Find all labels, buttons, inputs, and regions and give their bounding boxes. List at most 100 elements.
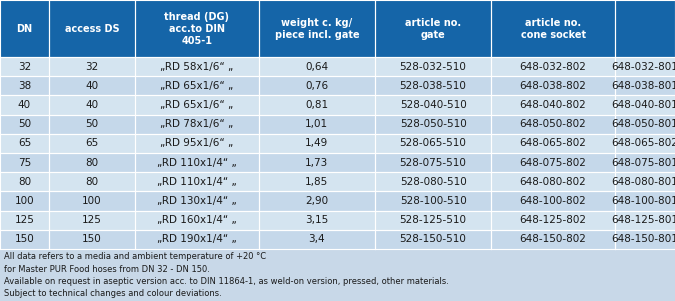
Text: article no.
gate: article no. gate <box>405 17 461 39</box>
Text: 125: 125 <box>14 215 34 225</box>
Bar <box>491 0 615 57</box>
Bar <box>0 172 49 191</box>
Bar <box>259 211 375 230</box>
Bar <box>615 230 675 249</box>
Text: „RD 58x1/6“ „: „RD 58x1/6“ „ <box>160 62 234 72</box>
Bar <box>615 57 675 76</box>
Text: 648-038-802: 648-038-802 <box>520 81 587 91</box>
Bar <box>491 57 615 76</box>
Text: 648-125-801: 648-125-801 <box>612 215 675 225</box>
Text: 648-075-801: 648-075-801 <box>612 158 675 168</box>
Text: 1,01: 1,01 <box>305 119 329 129</box>
Bar <box>0 115 49 134</box>
Bar <box>615 0 675 57</box>
Bar <box>135 211 259 230</box>
Bar <box>491 153 615 172</box>
Bar <box>0 76 49 95</box>
Text: 648-125-802: 648-125-802 <box>520 215 587 225</box>
Text: 528-032-510: 528-032-510 <box>400 62 466 72</box>
Text: 648-150-801: 648-150-801 <box>612 234 675 244</box>
Bar <box>375 57 491 76</box>
Bar <box>259 134 375 153</box>
Bar <box>491 134 615 153</box>
Text: access DS: access DS <box>65 23 119 33</box>
Text: 40: 40 <box>85 81 99 91</box>
Text: 528-100-510: 528-100-510 <box>400 196 466 206</box>
Bar <box>615 95 675 115</box>
Bar <box>491 211 615 230</box>
Bar <box>615 172 675 191</box>
Text: 528-038-510: 528-038-510 <box>400 81 466 91</box>
Text: 80: 80 <box>18 177 31 187</box>
Bar <box>0 0 49 57</box>
Bar <box>615 153 675 172</box>
Bar <box>0 230 49 249</box>
Text: 65: 65 <box>18 138 31 148</box>
Text: article no.
cone socket: article no. cone socket <box>520 17 586 39</box>
Bar <box>49 134 135 153</box>
Bar <box>375 172 491 191</box>
Bar <box>135 134 259 153</box>
Text: 3,15: 3,15 <box>305 215 329 225</box>
Text: 528-125-510: 528-125-510 <box>400 215 466 225</box>
Text: 648-080-801: 648-080-801 <box>612 177 675 187</box>
Bar <box>491 191 615 211</box>
Text: 648-080-802: 648-080-802 <box>520 177 587 187</box>
Bar <box>375 153 491 172</box>
Text: 50: 50 <box>18 119 31 129</box>
Text: 528-075-510: 528-075-510 <box>400 158 466 168</box>
Bar <box>375 95 491 115</box>
Text: „RD 110x1/4“ „: „RD 110x1/4“ „ <box>157 177 237 187</box>
Text: 648-032-801: 648-032-801 <box>612 62 675 72</box>
Text: „RD 95x1/6“ „: „RD 95x1/6“ „ <box>160 138 234 148</box>
Bar <box>375 191 491 211</box>
Bar <box>375 115 491 134</box>
Text: 40: 40 <box>85 100 99 110</box>
Text: 648-032-802: 648-032-802 <box>520 62 587 72</box>
Bar <box>0 57 49 76</box>
Bar <box>259 57 375 76</box>
Bar <box>0 95 49 115</box>
Text: 125: 125 <box>82 215 102 225</box>
Text: 150: 150 <box>82 234 102 244</box>
Text: 0,64: 0,64 <box>305 62 329 72</box>
Bar <box>49 0 135 57</box>
Bar <box>135 191 259 211</box>
Text: 0,81: 0,81 <box>305 100 329 110</box>
Bar <box>259 153 375 172</box>
Bar <box>259 172 375 191</box>
Text: All data refers to a media and ambient temperature of +20 °C
for Master PUR Food: All data refers to a media and ambient t… <box>4 252 449 299</box>
Text: „RD 110x1/4“ „: „RD 110x1/4“ „ <box>157 158 237 168</box>
Text: 0,76: 0,76 <box>305 81 329 91</box>
Text: 32: 32 <box>85 62 99 72</box>
Text: „RD 130x1/4“ „: „RD 130x1/4“ „ <box>157 196 237 206</box>
Bar <box>49 76 135 95</box>
Text: 50: 50 <box>85 119 99 129</box>
Text: 648-100-802: 648-100-802 <box>520 196 587 206</box>
Text: 100: 100 <box>15 196 34 206</box>
Bar <box>0 134 49 153</box>
Bar <box>135 230 259 249</box>
Text: 648-040-802: 648-040-802 <box>520 100 587 110</box>
Text: 528-050-510: 528-050-510 <box>400 119 466 129</box>
Text: 528-040-510: 528-040-510 <box>400 100 466 110</box>
Text: 2,90: 2,90 <box>305 196 329 206</box>
Bar <box>49 191 135 211</box>
Text: „RD 190x1/4“ „: „RD 190x1/4“ „ <box>157 234 237 244</box>
Text: 1,49: 1,49 <box>305 138 329 148</box>
Bar <box>135 95 259 115</box>
Text: 150: 150 <box>14 234 34 244</box>
Text: 528-065-510: 528-065-510 <box>400 138 466 148</box>
Text: 528-150-510: 528-150-510 <box>400 234 466 244</box>
Bar <box>49 115 135 134</box>
Bar <box>135 153 259 172</box>
Text: 38: 38 <box>18 81 31 91</box>
Bar <box>0 211 49 230</box>
Bar <box>491 172 615 191</box>
Text: 648-050-802: 648-050-802 <box>520 119 587 129</box>
Text: 100: 100 <box>82 196 102 206</box>
Bar <box>135 172 259 191</box>
Bar <box>49 57 135 76</box>
Text: 80: 80 <box>85 177 99 187</box>
Text: DN: DN <box>16 23 32 33</box>
